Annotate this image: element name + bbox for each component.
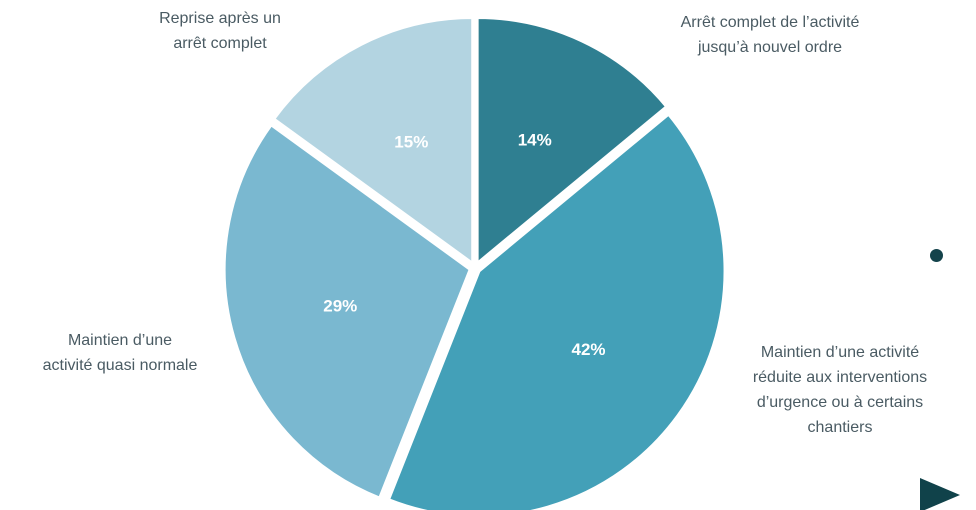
bullet-dot-icon (930, 249, 943, 262)
slice-activite-reduite (386, 112, 727, 510)
slice-quasi-normale (222, 122, 473, 501)
slice-label-arret-complet: Arrêt complet de l’activité jusqu’à nouv… (680, 14, 860, 56)
play-triangle-icon[interactable] (920, 478, 960, 510)
slice-activite-reduite-percent: 42% (571, 340, 605, 359)
slice-quasi-normale-percent: 29% (323, 297, 357, 316)
slice-reprise-percent: 15% (394, 132, 428, 151)
slice-label-reprise: Reprise après un arrêt complet (159, 10, 281, 52)
slice-arret-complet-percent: 14% (518, 131, 552, 150)
slice-label-quasi-normale: Maintien d’une activité quasi normale (42, 332, 198, 374)
slice-label-activite-reduite: Maintien d’une activité réduite aux inte… (752, 344, 928, 436)
slice-reprise (271, 16, 475, 267)
slice-arret-complet (475, 15, 669, 267)
